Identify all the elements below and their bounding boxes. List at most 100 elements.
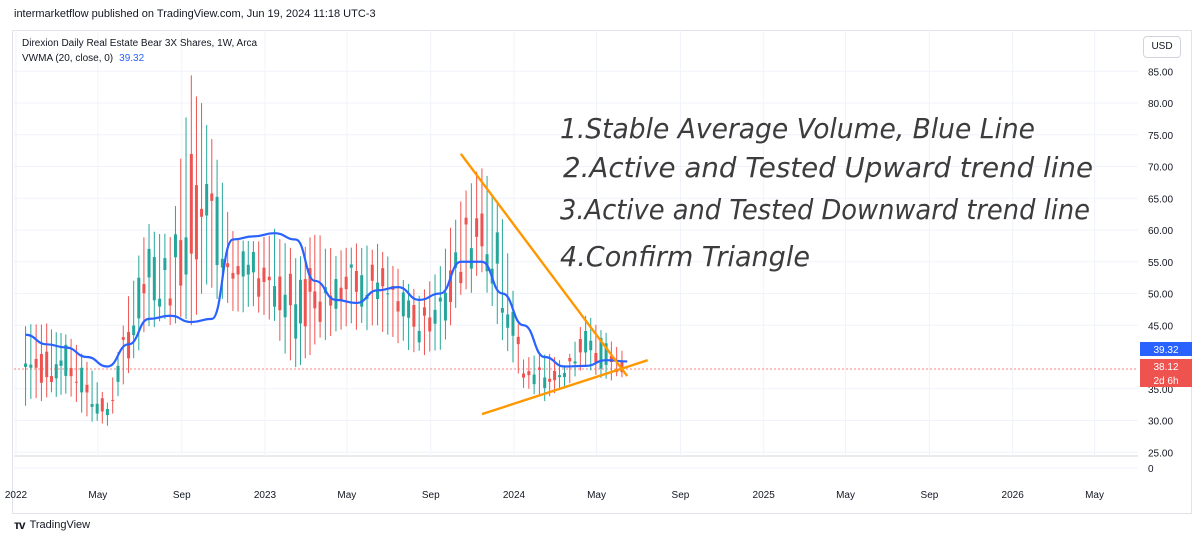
candle-body <box>464 217 468 225</box>
candle-body <box>386 293 390 295</box>
candle-body <box>215 196 219 266</box>
candle-body <box>90 404 94 407</box>
indicator-label: VWMA (20, close, 0) <box>22 53 114 64</box>
candle-body <box>257 278 261 297</box>
candle-body <box>49 376 53 382</box>
candle-body <box>438 297 442 302</box>
candle-body <box>210 193 214 201</box>
chart-frame <box>12 30 1192 514</box>
candle-body <box>396 301 400 312</box>
trend-line <box>459 153 629 377</box>
candle-body <box>443 292 447 321</box>
y-tick-label: 75.00 <box>1148 131 1173 142</box>
candle-body <box>85 384 89 393</box>
trend-lines <box>459 153 649 416</box>
candle-body <box>29 364 33 368</box>
candle-body <box>132 325 136 336</box>
y-tick-label: 60.00 <box>1148 226 1173 237</box>
candles <box>24 75 624 426</box>
annotations: 1.Stable Average Volume, Blue Line 2.Acti… <box>560 112 1093 273</box>
candle-body <box>121 337 125 340</box>
candle-body <box>594 352 598 363</box>
candle-body <box>179 240 183 286</box>
x-tick-label: May <box>337 490 356 501</box>
price-badge-bg <box>1140 373 1192 387</box>
x-tick-label: 2025 <box>753 490 776 501</box>
candle-body <box>152 257 156 301</box>
candle-body <box>111 399 115 401</box>
candle-body <box>137 277 141 319</box>
candle-body <box>80 367 84 393</box>
x-tick-label: May <box>836 490 855 501</box>
candle-body <box>116 365 120 382</box>
x-tick-label: 2026 <box>1002 490 1025 501</box>
candle-body <box>511 311 515 336</box>
candle-body <box>558 375 562 378</box>
candle-body <box>475 218 479 237</box>
candle-body <box>454 252 458 268</box>
y-tick-label: 55.00 <box>1148 258 1173 269</box>
price-badge-label: 2d 6h <box>1153 376 1178 387</box>
candle-body <box>294 304 298 339</box>
candle-body <box>422 307 426 316</box>
candle-body <box>231 272 235 279</box>
candle-body <box>578 339 582 353</box>
candle-body <box>64 344 68 376</box>
candle-body <box>449 270 453 303</box>
candle-body <box>194 185 198 260</box>
footer-brand[interactable]: ᴛᴠ TradingView <box>14 518 90 532</box>
x-tick-label: Sep <box>921 490 939 501</box>
candle-body <box>158 298 162 307</box>
currency-button[interactable]: USD <box>1143 36 1181 58</box>
y-tick-label: 80.00 <box>1148 99 1173 110</box>
candle-body <box>562 372 566 378</box>
candle-body <box>553 370 557 381</box>
vwma-series-line <box>25 232 628 368</box>
candle-body <box>246 264 250 275</box>
candle-body <box>236 266 240 275</box>
x-tick-label: May <box>1085 490 1104 501</box>
candle-body <box>506 314 510 328</box>
candle-body <box>24 363 28 367</box>
price-badge-label: 38.12 <box>1153 362 1178 373</box>
y-tick-label: 70.00 <box>1148 163 1173 174</box>
candle-body <box>189 153 193 254</box>
candle-body <box>548 378 552 382</box>
candle-body <box>543 377 547 389</box>
annotation-text: 3.Active and Tested Downward trend line <box>560 193 1090 226</box>
candle-body <box>537 367 541 370</box>
price-badge: 39.32 <box>1140 342 1192 356</box>
candle-body <box>298 279 302 324</box>
candle-body <box>495 232 499 264</box>
candle-body <box>173 234 177 258</box>
candle-body <box>589 340 593 351</box>
x-tick-label: 2024 <box>503 490 526 501</box>
candle-body <box>59 360 63 366</box>
candle-body <box>349 264 353 268</box>
vwma-line <box>25 232 628 368</box>
x-tick-label: May <box>88 490 107 501</box>
candle-body <box>283 294 287 318</box>
candle-body <box>318 301 322 322</box>
candle-body <box>241 251 245 277</box>
candle-body <box>273 286 277 307</box>
x-tick-label: 2023 <box>254 490 277 501</box>
candle-body <box>500 307 504 313</box>
candle-body <box>313 291 317 309</box>
candle-body <box>200 208 204 217</box>
candle-body <box>527 371 531 376</box>
candle-body <box>401 292 405 317</box>
candle-body <box>267 276 271 281</box>
candle-body <box>163 258 167 271</box>
legend: Direxion Daily Real Estate Bear 3X Share… <box>22 36 257 66</box>
candle-body <box>480 213 484 247</box>
y-tick-label: 65.00 <box>1148 194 1173 205</box>
x-tick-label: Sep <box>422 490 440 501</box>
price-badge: 2d 6h <box>1140 373 1192 387</box>
candle-body <box>381 268 385 287</box>
candle-body <box>220 258 224 268</box>
candle-body <box>584 330 588 353</box>
candle-body <box>620 361 624 373</box>
candle-body <box>417 330 421 343</box>
